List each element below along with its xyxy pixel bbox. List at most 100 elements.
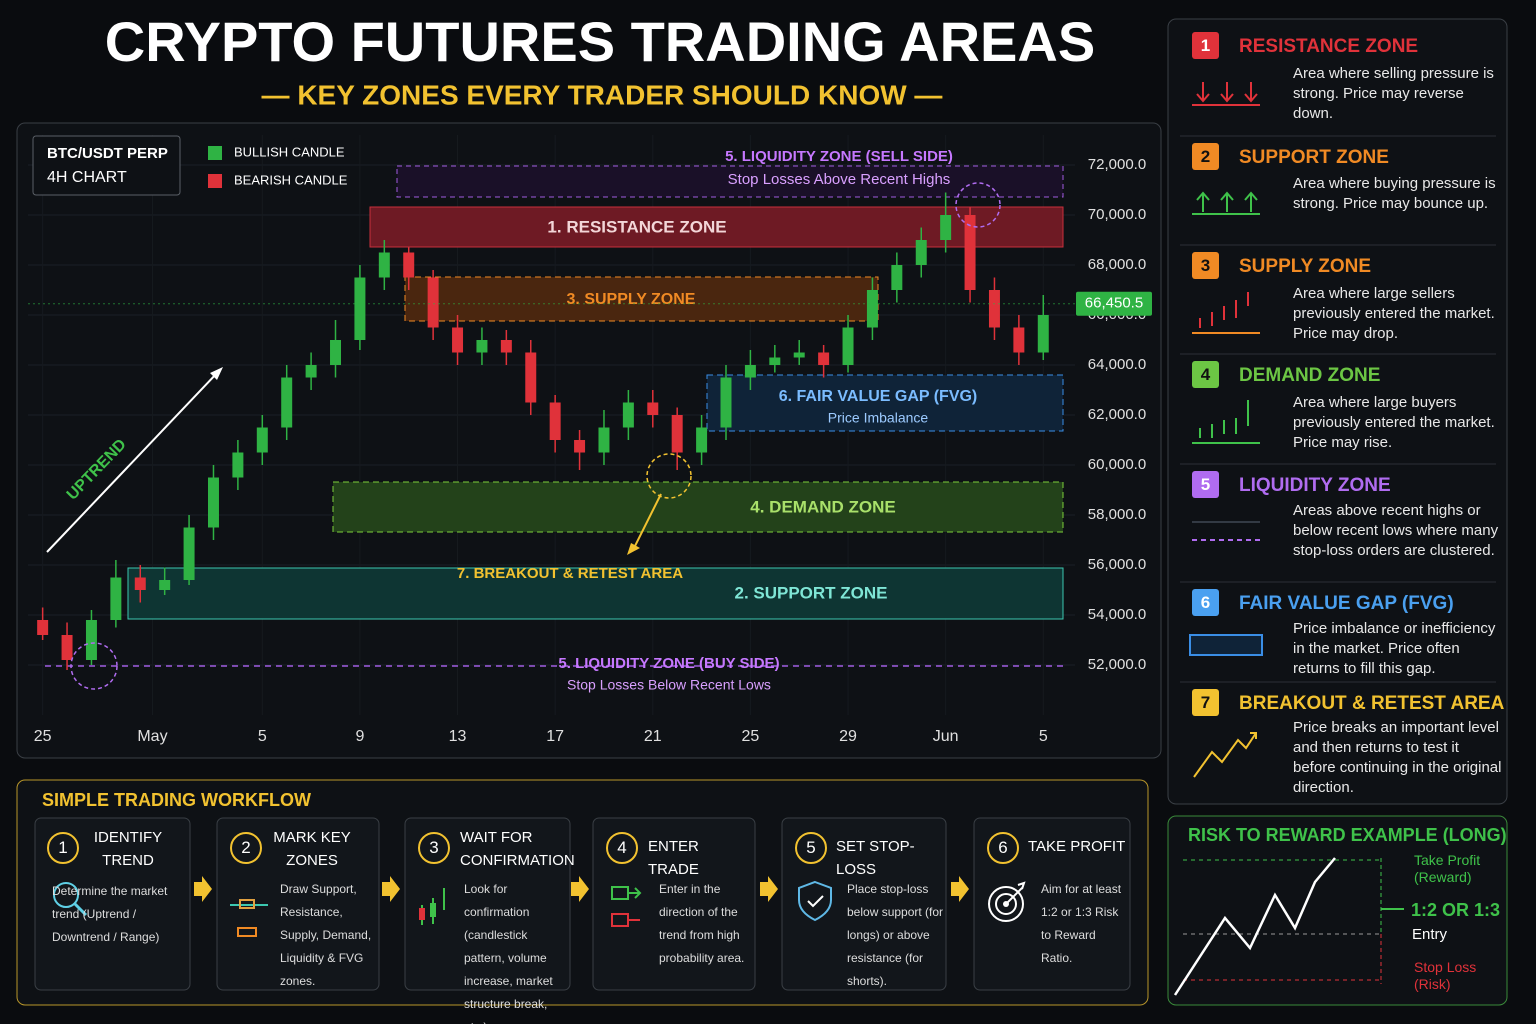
candle-body [207, 477, 219, 528]
legend-swatch [208, 146, 222, 160]
annotation: Stop Losses Below Recent Lows [567, 677, 771, 693]
annotation: 5. LIQUIDITY ZONE (BUY SIDE) [558, 655, 779, 672]
step-title: IDENTIFY TREND [93, 829, 163, 869]
candle-body [622, 402, 634, 428]
y-tick-label: 68,000.0 [1088, 256, 1146, 273]
candle-body [842, 327, 854, 365]
key-text: Area where large buyers previously enter… [1293, 394, 1495, 451]
annotation: 5. LIQUIDITY ZONE (SELL SIDE) [725, 148, 953, 165]
step-badge: 3 [418, 832, 450, 864]
x-tick-label: Jun [933, 728, 959, 745]
candle-body [500, 340, 512, 353]
y-tick-label: 60,000.0 [1088, 456, 1146, 473]
candle-body [696, 427, 708, 453]
step-title: MARK KEY ZONES [273, 829, 351, 869]
key-badge: 3 [1192, 252, 1219, 279]
step-text: Draw Support, Resistance, Supply, Demand… [280, 882, 372, 988]
step-text: Determine the market trend (Uptrend / Do… [52, 884, 168, 944]
candle-body [598, 427, 610, 453]
candle-body [476, 340, 488, 353]
key-text: Area where large sellers previously ente… [1293, 285, 1495, 342]
last-price-box [1076, 291, 1152, 316]
candle-body [305, 365, 317, 378]
step-badge: 5 [795, 832, 827, 864]
annotation: Price Imbalance [828, 410, 929, 426]
step-boxes [34, 817, 1131, 991]
candle-body [549, 402, 561, 440]
candle-body [988, 290, 1000, 328]
candle-body [159, 580, 171, 590]
title: CRYPTO FUTURES TRADING AREAS [105, 10, 1095, 73]
arrow-head [627, 543, 640, 555]
candle-body [940, 215, 952, 240]
candle-body [354, 277, 366, 340]
uptrend-arrow [46, 371, 219, 553]
liquidity-circle [70, 642, 118, 690]
x-tick-label: 17 [546, 728, 564, 745]
key-text: Price breaks an important level and then… [1293, 719, 1502, 796]
candle-body [61, 635, 73, 660]
retest-circle [646, 453, 692, 499]
take-profit-label: Take Profit (Reward) [1414, 852, 1481, 885]
candle-body [866, 290, 878, 328]
step-text: Aim for at least 1:2 or 1:3 Risk to Rewa… [1041, 882, 1122, 965]
annotation: 7. BREAKOUT & RETEST AREA [457, 565, 683, 582]
x-tick-label: May [137, 728, 167, 745]
key-title: SUPPORT ZONE [1239, 147, 1389, 168]
key-item: 2 [1192, 143, 1219, 170]
y-tick-label: 72,000.0 [1088, 156, 1146, 173]
key-title: FAIR VALUE GAP (FVG) [1239, 593, 1454, 614]
workflow-title: SIMPLE TRADING WORKFLOW [42, 790, 311, 810]
x-tick-label: 25 [742, 728, 760, 745]
annotation: 4. DEMAND ZONE [750, 497, 895, 516]
step-title: TAKE PROFIT [1028, 838, 1126, 855]
candle-body [232, 452, 244, 478]
key-item: 4 [1192, 361, 1219, 388]
x-tick-label: 5 [258, 728, 267, 745]
candle-body [818, 352, 830, 365]
support-zone [127, 567, 1064, 620]
annotation: Stop Losses Above Recent Highs [728, 171, 951, 188]
y-tick-label: 58,000.0 [1088, 506, 1146, 523]
step-badge: 6 [987, 832, 1019, 864]
step-text: Enter in the direction of the trend from… [659, 882, 745, 965]
key-text: Price imbalance or inefficiency in the m… [1293, 620, 1496, 677]
last-price-label: 66,450.5 [1085, 295, 1143, 312]
step-badge: 2 [230, 832, 262, 864]
step-text: Place stop-loss below support (for longs… [847, 882, 944, 988]
key-item: 6 [1192, 589, 1219, 616]
candle-body [110, 577, 122, 620]
candle-body [671, 415, 683, 453]
candle-body [574, 440, 586, 453]
candle-body [964, 215, 976, 290]
annotation: 6. FAIR VALUE GAP (FVG) [779, 388, 978, 405]
key-badge: 5 [1192, 471, 1219, 498]
x-tick-label: 9 [355, 728, 364, 745]
risk-panel [1167, 815, 1508, 1006]
key-badge: 4 [1192, 361, 1219, 388]
annotation: 1. RESISTANCE ZONE [547, 217, 726, 236]
step-text: Look for confirmation (candlestick patte… [464, 882, 553, 1024]
candle-body [85, 620, 97, 660]
y-tick-label: 62,000.0 [1088, 406, 1146, 423]
arrow-head [210, 367, 223, 380]
key-badge: 1 [1192, 32, 1219, 59]
x-tick-label: 13 [449, 728, 467, 745]
candle-body [183, 527, 195, 580]
candle-body [378, 252, 390, 278]
candle-body [744, 365, 756, 378]
entry-label: Entry [1412, 926, 1448, 943]
supply-zone [404, 276, 879, 322]
pair-box [32, 135, 181, 196]
candle-body [256, 427, 268, 453]
pair: BTC/USDT PERP [47, 145, 168, 162]
candle-body [647, 402, 659, 415]
x-tick-label: 25 [34, 728, 52, 745]
y-tick-label: 56,000.0 [1088, 556, 1146, 573]
candle-body [330, 340, 342, 365]
candle-body [793, 352, 805, 358]
candle-body [281, 377, 293, 428]
legend: BULLISH CANDLE BEARISH CANDLE [208, 144, 348, 188]
legend-swatch [208, 174, 222, 188]
key-text: Area where selling pressure is strong. P… [1293, 65, 1494, 122]
